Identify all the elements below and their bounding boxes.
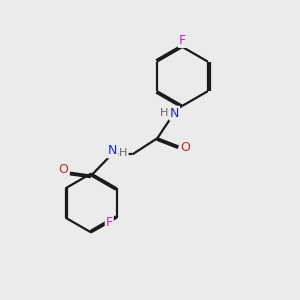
Text: H: H	[119, 148, 128, 158]
Text: O: O	[180, 141, 190, 154]
Text: N: N	[170, 107, 179, 120]
Text: H: H	[160, 108, 168, 118]
Text: F: F	[179, 34, 186, 47]
Text: F: F	[106, 216, 113, 229]
Text: N: N	[108, 144, 117, 158]
Text: O: O	[58, 163, 68, 176]
